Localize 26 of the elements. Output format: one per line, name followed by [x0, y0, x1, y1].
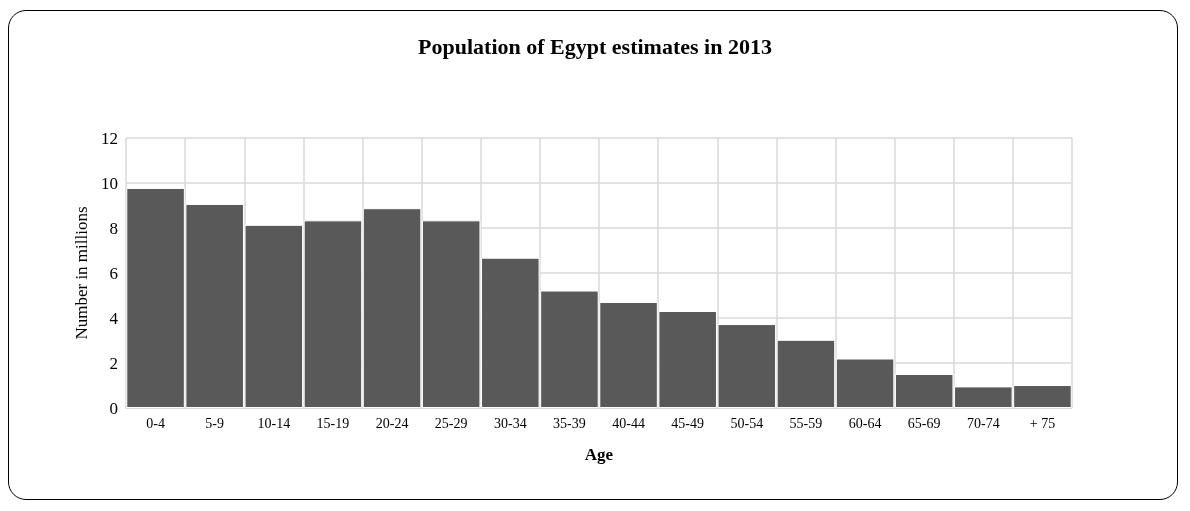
x-tick-label: 15-19 [316, 415, 350, 431]
x-tick-label: 35-39 [553, 415, 586, 431]
y-tick-label: 10 [101, 173, 118, 193]
x-tick-label: 5-9 [205, 415, 225, 431]
x-tick-label: 45-49 [671, 415, 705, 431]
x-tick-label: 25-29 [434, 415, 468, 431]
x-tick-label: 10-14 [257, 415, 291, 431]
x-tick-label: 70-74 [966, 415, 1000, 431]
x-tick-label: 65-69 [907, 415, 941, 431]
x-tick-label: 55-59 [789, 415, 823, 431]
x-tick-label: + 75 [1029, 415, 1056, 431]
y-tick-label: 6 [109, 263, 118, 283]
y-axis-title: Number in millions [72, 206, 92, 340]
y-tick-label: 4 [109, 308, 119, 328]
x-tick-label: 50-54 [730, 415, 764, 431]
x-tick-label: 0-4 [146, 415, 165, 431]
x-tick-label: 30-34 [493, 415, 527, 431]
y-tick-label: 8 [109, 218, 118, 238]
x-tick-label: 40-44 [612, 415, 645, 431]
x-tick-label: 20-24 [375, 415, 409, 431]
y-tick-label: 0 [109, 398, 118, 418]
chart-title: Population of Egypt estimates in 2013 [418, 33, 772, 59]
y-tick-label: 2 [109, 353, 118, 373]
x-axis-title: Age [584, 445, 614, 464]
y-tick-label: 12 [101, 128, 118, 148]
x-tick-label: 60-64 [848, 415, 882, 431]
